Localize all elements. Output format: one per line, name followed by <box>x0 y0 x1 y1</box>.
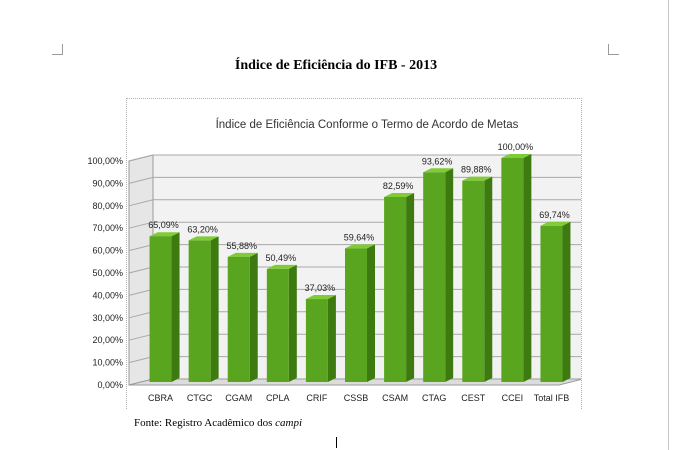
x-tick-label: CTAG <box>422 393 446 403</box>
y-tick-label: 60,00% <box>92 246 123 256</box>
bar-side <box>406 192 415 382</box>
x-tick-label: CSAM <box>382 393 408 403</box>
data-label: 89,88% <box>461 165 492 175</box>
data-label: 82,59% <box>383 181 414 191</box>
y-tick-label: 40,00% <box>92 290 123 300</box>
data-label: 69,74% <box>539 210 570 220</box>
bar-cbra <box>149 236 172 382</box>
bar-top <box>188 236 219 241</box>
x-tick-label: CEST <box>461 393 486 403</box>
x-tick-label: CSSB <box>344 393 369 403</box>
x-tick-label: CPLA <box>266 393 290 403</box>
y-tick-label: 0,00% <box>97 380 123 390</box>
page-edge <box>668 0 669 450</box>
data-label: 50,49% <box>266 253 297 263</box>
bar-top <box>149 232 180 237</box>
bar-ccei <box>501 158 524 382</box>
x-tick-label: CTGC <box>187 393 213 403</box>
x-tick-label: CRIF <box>306 393 327 403</box>
bar-top <box>305 295 336 300</box>
bar-side <box>445 168 454 382</box>
x-tick-label: CCEI <box>502 393 524 403</box>
chart: 0,00% 10,00% 20,00% 30,00% 40,00% 50,00% 60,00… <box>87 118 581 403</box>
y-tick-label: 70,00% <box>92 223 123 233</box>
data-label: 37,03% <box>305 283 336 293</box>
text-cursor <box>336 437 337 448</box>
bar-side <box>288 264 297 382</box>
x-tick-label: CGAM <box>225 393 252 403</box>
bar-side <box>484 176 493 382</box>
bar-side <box>327 295 336 382</box>
bar-cpla <box>266 268 289 382</box>
bar-top <box>384 192 415 197</box>
bar-ctag <box>423 172 446 382</box>
bar-top <box>540 221 571 226</box>
bar-side <box>367 244 375 382</box>
bar-side <box>523 154 532 382</box>
bar-total-ifb <box>540 225 563 382</box>
data-label: 100,00% <box>498 142 534 152</box>
data-label: 63,20% <box>187 224 218 234</box>
bar-cssb <box>345 248 367 382</box>
x-tick-label: Total IFB <box>534 393 570 403</box>
y-tick-label: 50,00% <box>92 268 123 278</box>
bar-ctgc <box>188 240 211 382</box>
crop-mark-top-right <box>608 44 619 55</box>
y-tick-label: 100,00% <box>87 156 123 166</box>
chart-frame[interactable]: 0,00% 10,00% 20,00% 30,00% 40,00% 50,00% 60,00… <box>87 98 582 409</box>
data-label: 65,09% <box>148 220 179 230</box>
bar-cest <box>462 180 485 382</box>
bar-side <box>210 236 219 382</box>
data-label: 93,62% <box>422 156 453 166</box>
bar-cgam <box>227 256 250 382</box>
data-label: 55,88% <box>226 241 257 251</box>
y-tick-label: 10,00% <box>92 358 123 368</box>
bar-top <box>266 264 297 269</box>
bar-side <box>562 221 571 382</box>
y-tick-label: 30,00% <box>92 313 123 323</box>
bar-top <box>423 168 454 173</box>
source-note: Fonte: Registro Acadêmico dos campi <box>134 417 302 429</box>
bar-csam <box>384 196 407 382</box>
document-title: Índice de Eficiência do IFB - 2013 <box>234 58 438 73</box>
bar-top <box>345 244 375 249</box>
y-tick-label: 80,00% <box>92 201 123 211</box>
y-tick-label: 20,00% <box>92 335 123 345</box>
bar-crif <box>305 299 328 382</box>
crop-mark-top-left <box>52 44 63 55</box>
bar-top <box>227 252 258 257</box>
data-label: 59,64% <box>344 232 375 242</box>
x-tick-label: CBRA <box>148 393 173 403</box>
bar-top <box>462 176 493 181</box>
y-tick-label: 90,00% <box>92 178 123 188</box>
bar-side <box>249 252 258 382</box>
bar-side <box>171 232 180 382</box>
bar-top <box>501 154 532 158</box>
source-italic: campi <box>275 417 303 429</box>
gridline <box>128 154 581 162</box>
chart-title: Índice de Eficiência Conforme o Termo de… <box>216 118 519 131</box>
source-prefix: Fonte: Registro Acadêmico dos <box>134 417 273 429</box>
